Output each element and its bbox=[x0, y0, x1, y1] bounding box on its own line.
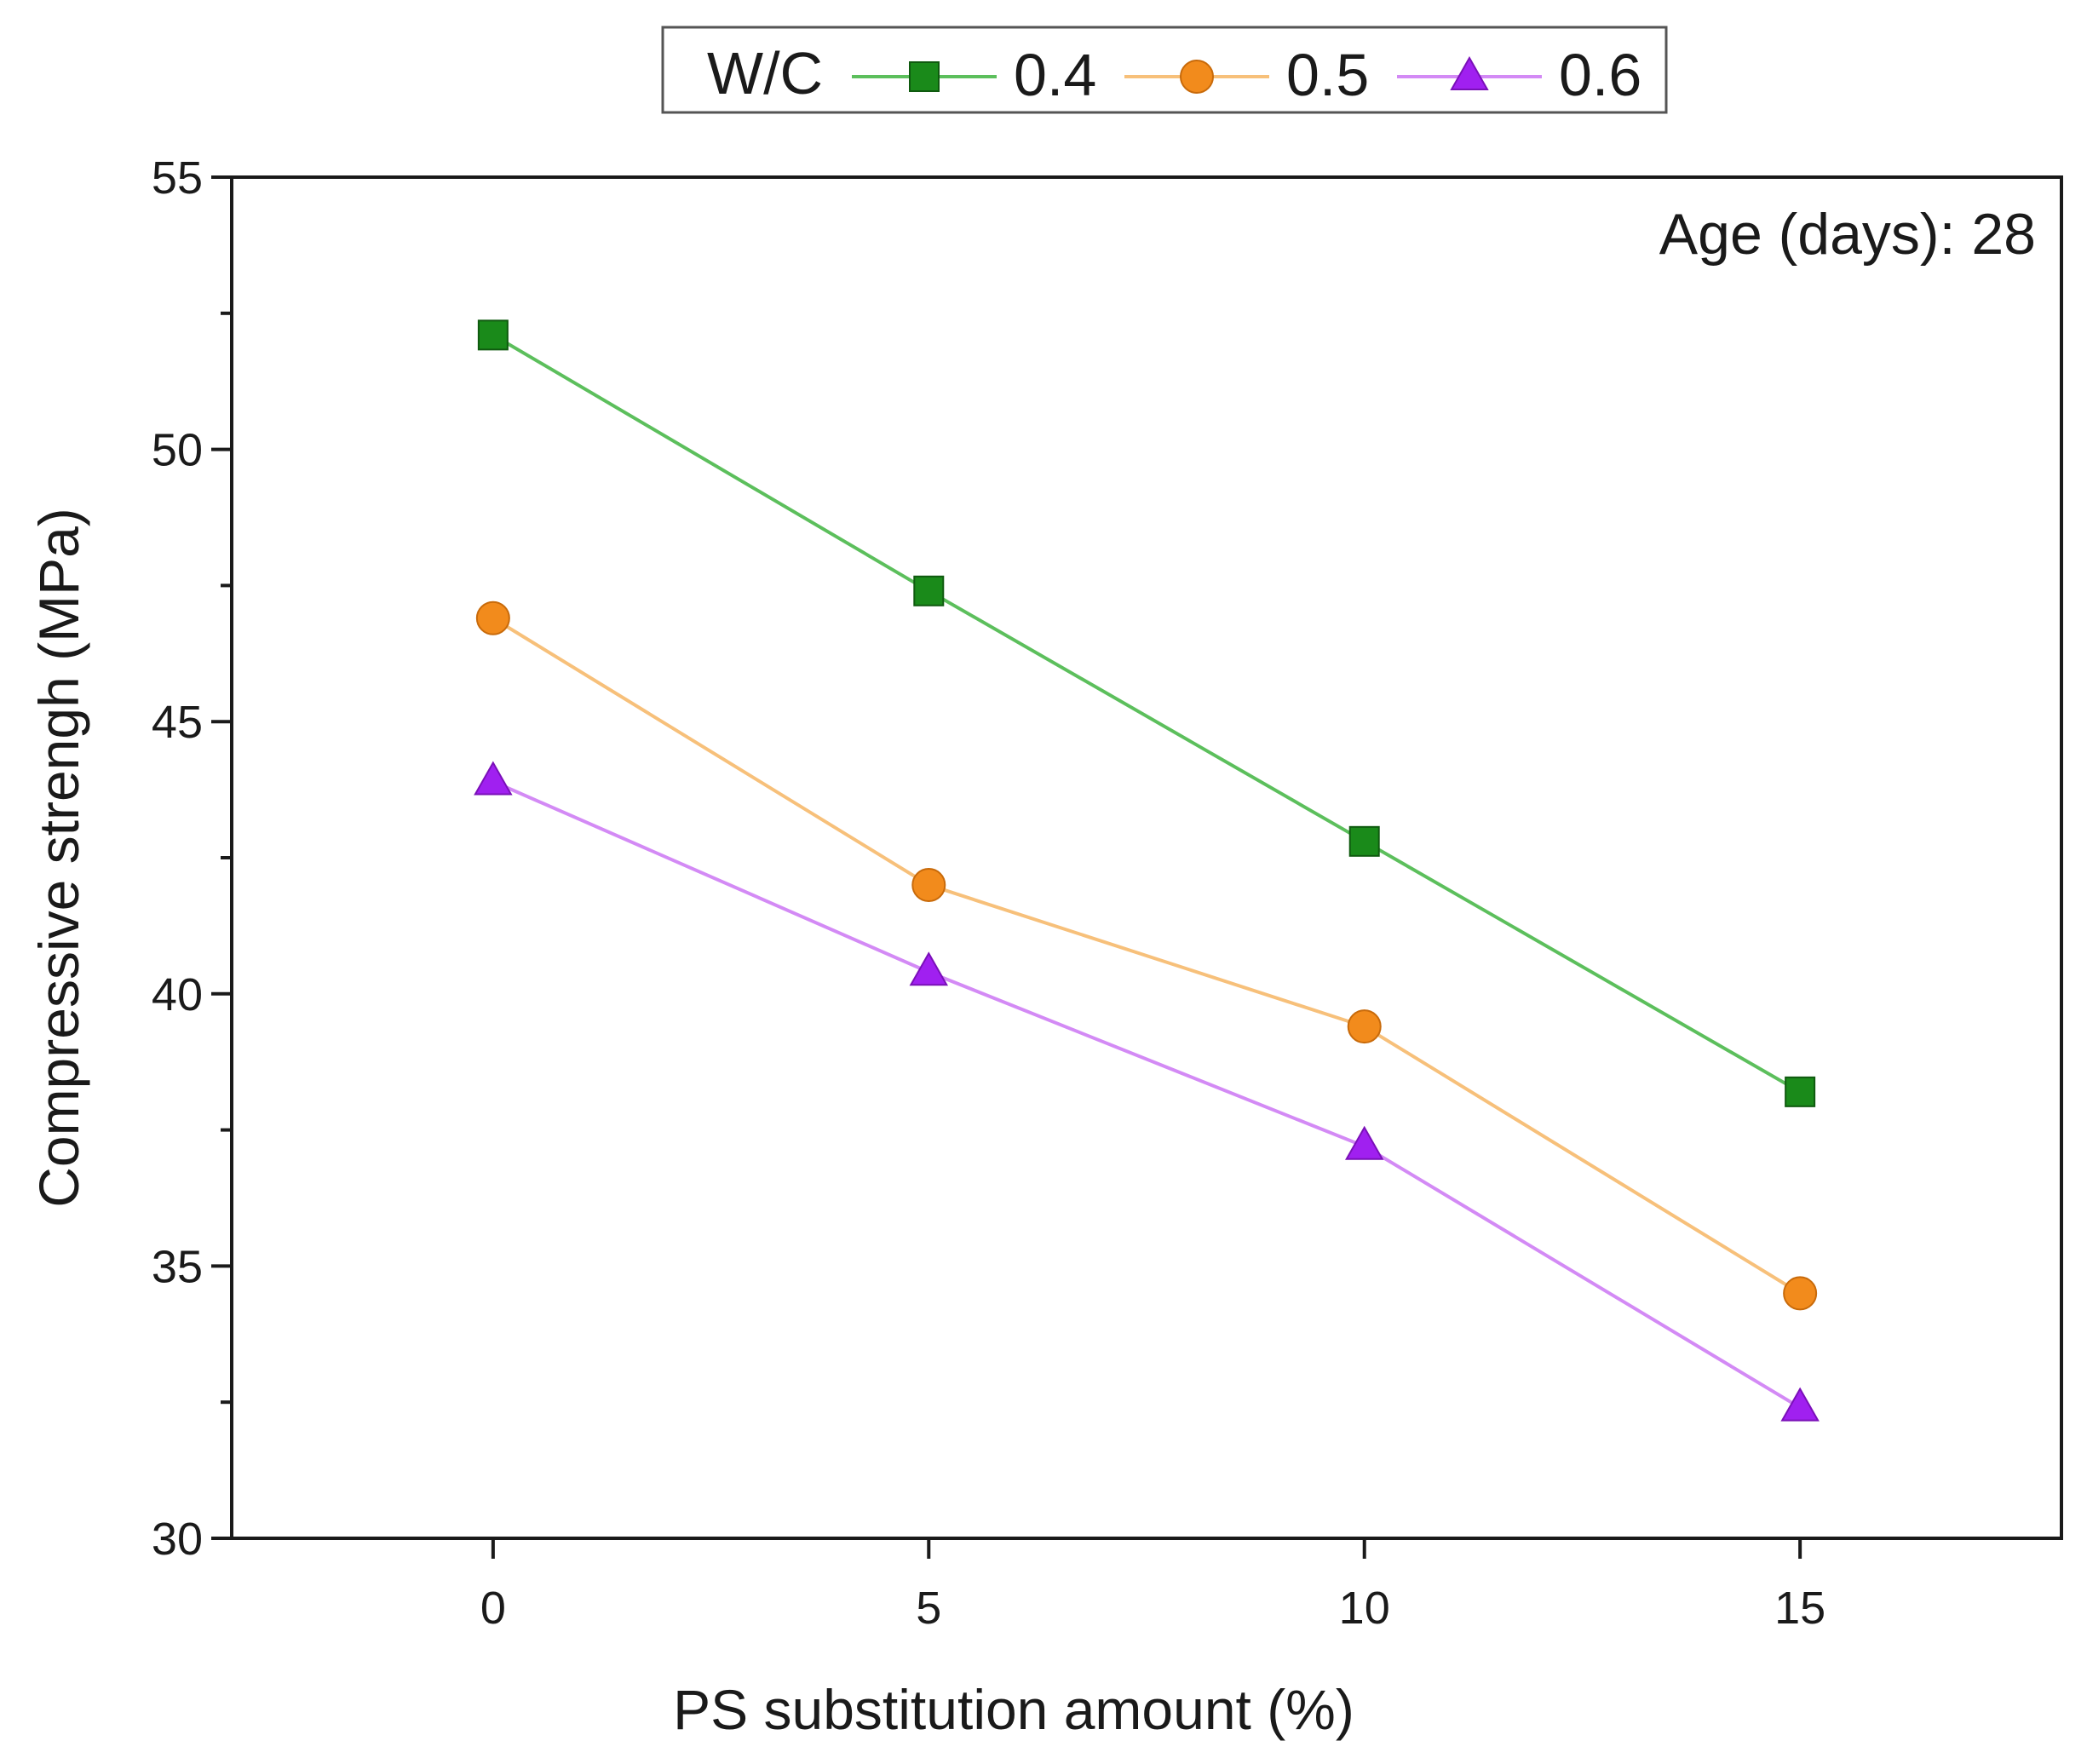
y-axis-title: Compressive strengh (MPa) bbox=[27, 508, 90, 1208]
data-point bbox=[1348, 825, 1380, 857]
legend: W/C 0.4 0.5 0.6 bbox=[661, 26, 1668, 114]
data-point bbox=[477, 319, 509, 351]
x-tick-label: 15 bbox=[1774, 1583, 1825, 1634]
legend-item: 0.5 bbox=[1124, 42, 1369, 108]
data-point bbox=[1785, 1076, 1816, 1107]
series-line bbox=[492, 333, 1802, 1094]
legend-box bbox=[661, 26, 1668, 114]
series-0-4 bbox=[477, 319, 1816, 1107]
y-tick-label: 35 bbox=[152, 1241, 203, 1292]
legend-marker bbox=[909, 61, 940, 92]
data-point bbox=[913, 575, 945, 606]
legend-marker bbox=[1180, 60, 1214, 94]
data-point bbox=[1344, 1125, 1384, 1160]
y-tick-label: 55 bbox=[152, 152, 203, 204]
y-tick-label: 50 bbox=[152, 425, 203, 476]
annotation-age: Age (days): 28 bbox=[1659, 202, 2036, 267]
series-0-5 bbox=[475, 600, 1818, 1311]
legend-label: 0.6 bbox=[1559, 42, 1641, 108]
x-axis: 0 5 10 15 bbox=[480, 1538, 1825, 1634]
series-0-6 bbox=[474, 761, 1820, 1422]
x-tick-label: 0 bbox=[480, 1583, 506, 1634]
data-point bbox=[1347, 1009, 1382, 1044]
legend-title: W/C bbox=[707, 40, 823, 106]
legend-label: 0.5 bbox=[1286, 42, 1369, 108]
legend-item: 0.6 bbox=[1397, 42, 1641, 108]
legend-item: 0.4 bbox=[852, 42, 1096, 108]
y-tick-label: 40 bbox=[152, 969, 203, 1020]
y-tick-label: 45 bbox=[152, 697, 203, 748]
series-line bbox=[492, 617, 1802, 1296]
series-layer bbox=[474, 319, 1820, 1422]
plot-area bbox=[230, 175, 2063, 1540]
data-point bbox=[911, 867, 946, 902]
data-point bbox=[1783, 1276, 1818, 1311]
data-point bbox=[909, 951, 949, 986]
y-axis: 30 35 40 45 50 55 bbox=[152, 152, 232, 1565]
x-tick-label: 10 bbox=[1339, 1583, 1390, 1634]
plot-frame bbox=[230, 175, 2063, 1540]
x-axis-title: PS substitution amount (%) bbox=[673, 1678, 1354, 1741]
data-point bbox=[1780, 1387, 1820, 1422]
x-tick-label: 5 bbox=[916, 1583, 941, 1634]
legend-marker bbox=[1450, 55, 1489, 90]
series-line bbox=[492, 779, 1802, 1410]
legend-label: 0.4 bbox=[1014, 42, 1096, 108]
y-tick-label: 30 bbox=[152, 1514, 203, 1565]
data-point bbox=[474, 761, 513, 796]
data-point bbox=[475, 600, 510, 635]
